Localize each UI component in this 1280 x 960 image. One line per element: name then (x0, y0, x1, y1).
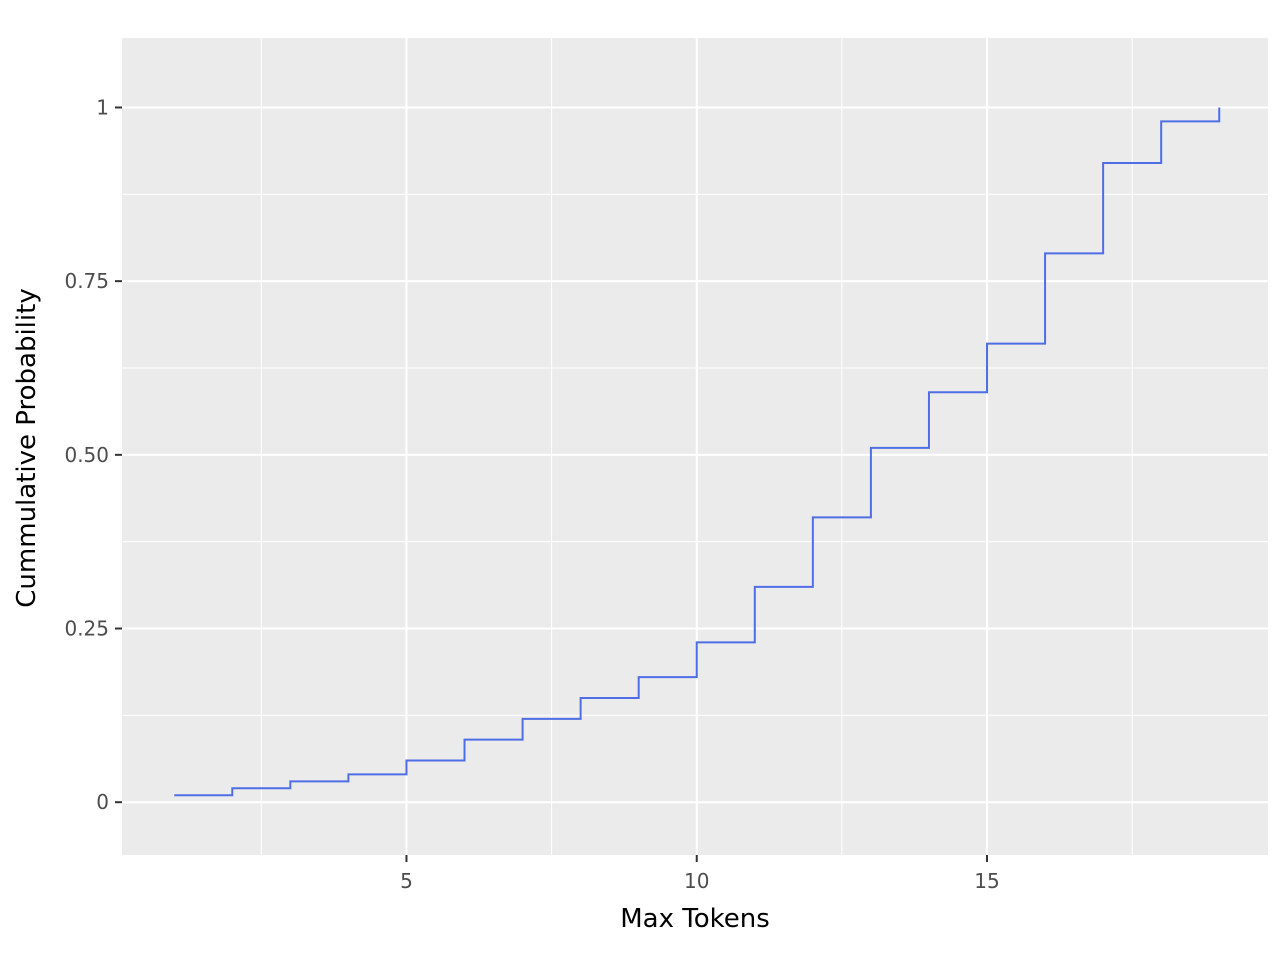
x-tick-label: 5 (400, 869, 413, 893)
x-tick-label: 15 (974, 869, 999, 893)
x-axis-title: Max Tokens (620, 904, 770, 934)
y-tick-label: 0.25 (64, 617, 109, 641)
y-tick-label: 0.50 (64, 443, 109, 467)
x-tick-label: 10 (684, 869, 709, 893)
grid-minor (122, 38, 1268, 855)
plot-panel (122, 38, 1268, 855)
y-axis: 0 0.25 0.50 0.75 1 (64, 95, 122, 814)
y-tick-label: 1 (96, 95, 109, 119)
ecdf-step-line (174, 107, 1221, 797)
y-axis-title: Cummulative Probability (12, 288, 42, 607)
x-axis: 5 10 15 (400, 855, 1000, 893)
y-tick-label: 0 (96, 790, 109, 814)
y-tick-label: 0.75 (64, 269, 109, 293)
grid-major (122, 38, 1268, 855)
